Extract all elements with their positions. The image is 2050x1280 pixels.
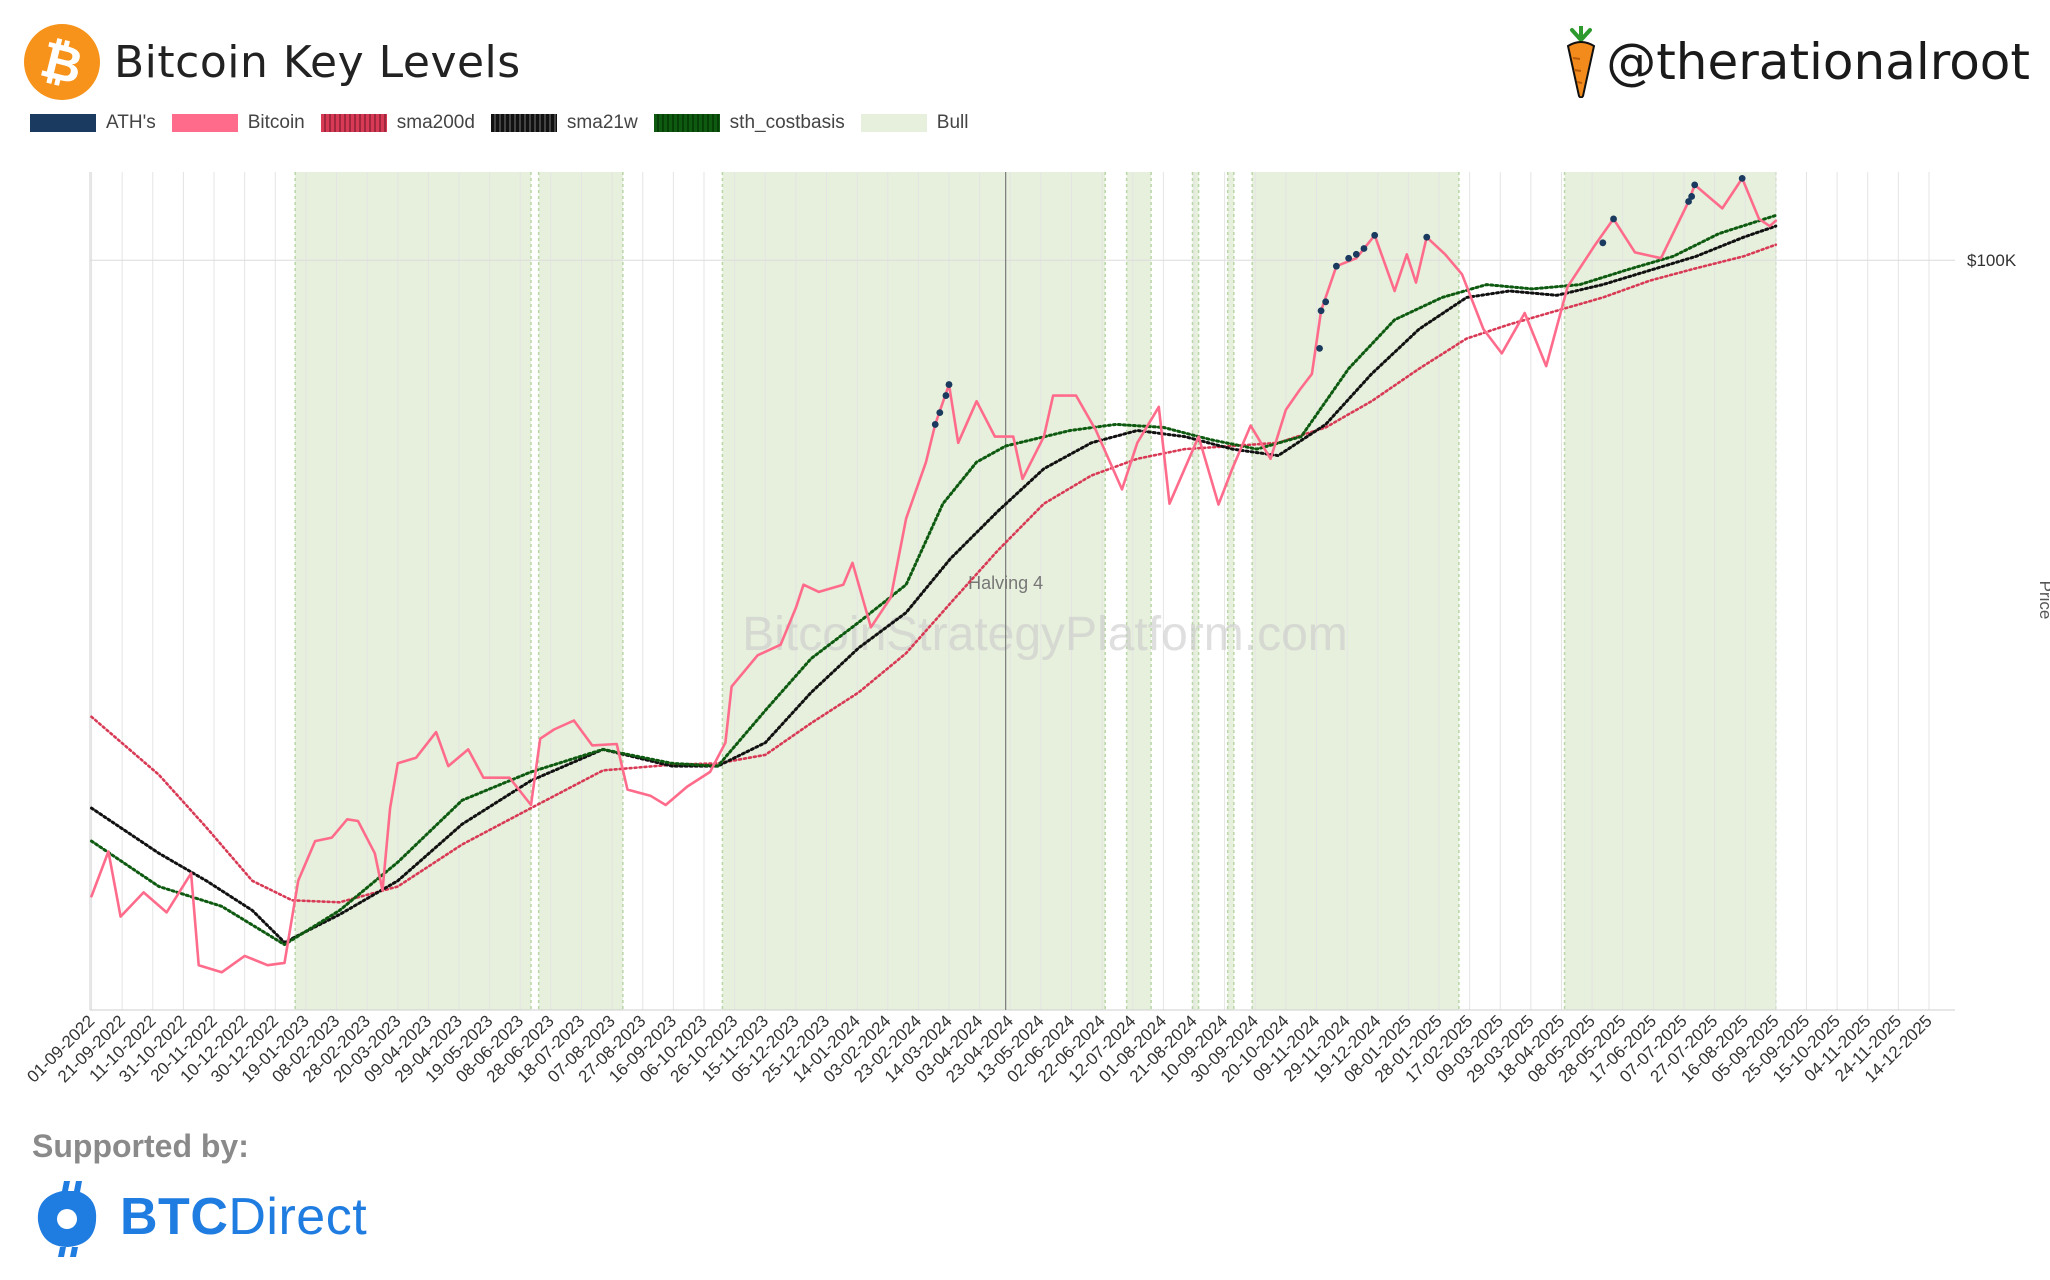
legend-swatch bbox=[320, 114, 387, 132]
ath-point bbox=[1738, 174, 1746, 182]
author-handle: @therationalroot bbox=[1564, 22, 2030, 102]
handle-text: @therationalroot bbox=[1606, 33, 2030, 91]
bull-period-band bbox=[1252, 172, 1459, 1010]
ath-point bbox=[1332, 262, 1340, 270]
series-line-sth-costbasis bbox=[90, 213, 1778, 947]
y-tick-label: $100K bbox=[1967, 251, 2017, 270]
bull-period-band bbox=[1564, 172, 1776, 1010]
legend-swatch bbox=[30, 114, 96, 132]
carrot-icon bbox=[1567, 26, 1596, 98]
bull-period-band bbox=[295, 172, 531, 1010]
bull-period-band bbox=[1126, 172, 1152, 1010]
bull-period-band bbox=[1227, 172, 1234, 1010]
ath-point bbox=[1423, 233, 1431, 241]
ath-point bbox=[1360, 245, 1368, 252]
ath-point bbox=[1345, 254, 1353, 262]
page-title: Bitcoin Key Levels bbox=[114, 36, 521, 88]
legend-label: ATH's bbox=[106, 112, 156, 133]
ath-point bbox=[1352, 250, 1360, 258]
ath-point bbox=[936, 409, 944, 417]
ath-point bbox=[1685, 198, 1692, 205]
legend-item-bitcoin[interactable]: Bitcoin bbox=[171, 112, 305, 134]
price-chart: 01-09-202221-09-202211-10-202231-10-2022… bbox=[23, 172, 2050, 1086]
legend-item-sma200d[interactable]: sma200d bbox=[320, 112, 475, 134]
ath-point bbox=[1599, 239, 1607, 247]
ath-point bbox=[1322, 298, 1330, 306]
legend-label: Bull bbox=[936, 112, 969, 133]
legend-swatch bbox=[653, 114, 720, 132]
legend-swatch bbox=[860, 114, 927, 132]
ath-point bbox=[1317, 307, 1325, 315]
y-axis-title: Price bbox=[2036, 581, 2050, 620]
sponsor-text: BTCDirect bbox=[120, 1187, 367, 1247]
legend-swatch bbox=[171, 114, 238, 132]
ath-point bbox=[1371, 231, 1379, 239]
supported-by-label: Supported by: bbox=[32, 1128, 249, 1164]
btcdirect-logo-icon bbox=[37, 1181, 97, 1257]
legend-item-sma21w[interactable]: sma21w bbox=[490, 112, 638, 134]
ath-point bbox=[1316, 344, 1323, 352]
watermark-text: BitcoinStrategyPlatform.com bbox=[742, 608, 1348, 661]
ath-point bbox=[931, 421, 939, 428]
bull-period-band bbox=[1192, 172, 1199, 1010]
legend-label: Bitcoin bbox=[247, 112, 305, 133]
legend-item-bull[interactable]: Bull bbox=[860, 112, 969, 134]
bull-period-band bbox=[538, 172, 623, 1010]
ath-point bbox=[942, 392, 950, 399]
ath-point bbox=[1691, 181, 1699, 189]
ath-point bbox=[945, 381, 953, 388]
series-line-bitcoin bbox=[90, 177, 1778, 974]
sponsor-text-rest: Direct bbox=[228, 1188, 368, 1246]
bitcoin-logo-icon: ₿ bbox=[24, 24, 100, 100]
legend-label: sma21w bbox=[566, 112, 638, 133]
legend-label: sth_costbasis bbox=[729, 112, 845, 133]
chart-legend: ATH's Bitcoin sma200d sma21w sth_costbas… bbox=[30, 112, 984, 134]
bull-period-band bbox=[722, 172, 1106, 1010]
sponsor-text-bold: BTC bbox=[120, 1188, 229, 1246]
legend-item-ath[interactable]: ATH's bbox=[30, 112, 156, 134]
legend-item-sth-costbasis[interactable]: sth_costbasis bbox=[653, 112, 845, 134]
legend-label: sma200d bbox=[396, 112, 475, 133]
series-line-sma21w bbox=[90, 224, 1778, 944]
legend-swatch bbox=[490, 114, 557, 132]
sponsor-btcdirect[interactable]: BTCDirect bbox=[30, 1175, 367, 1259]
ath-point bbox=[1688, 193, 1696, 200]
header: ₿ Bitcoin Key Levels bbox=[24, 22, 521, 102]
ath-point bbox=[1610, 215, 1617, 223]
halving-annotation: Halving 4 bbox=[968, 573, 1043, 593]
